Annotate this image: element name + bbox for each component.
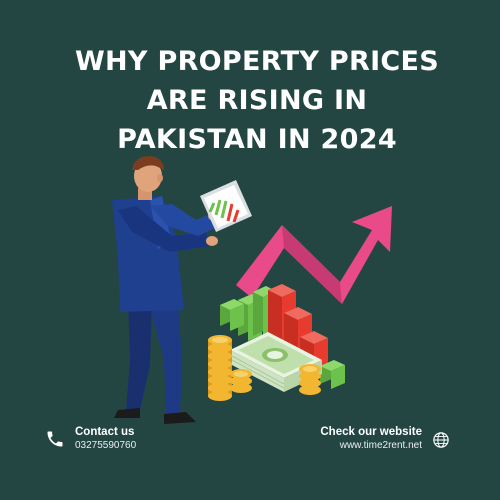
phone-icon [47, 431, 63, 447]
rising-arrow [236, 206, 392, 304]
website-heading: Check our website [320, 426, 422, 438]
contact-heading: Contact us [75, 426, 135, 438]
contact-phone-number[interactable]: 03275590760 [75, 440, 137, 451]
tablet-device [200, 180, 252, 232]
contact-block: Contact us 03275590760 [45, 425, 136, 452]
website-url-link[interactable]: www.time2rent.net [339, 440, 422, 451]
globe-icon [433, 432, 449, 448]
website-block: Check our website www.time2rent.net [320, 425, 450, 452]
title-line-2: ARE RISING IN [146, 85, 368, 116]
title-line-1: WHY PROPERTY PRICES [74, 46, 440, 77]
businessman-figure [112, 156, 220, 424]
title-line-3: PAKISTAN IN 2024 [117, 124, 397, 155]
tablet-mini-chart [208, 199, 240, 223]
coin-stacks [208, 335, 321, 401]
poster-title: WHY PROPERTY PRICES ARE RISING IN PAKIST… [0, 42, 500, 159]
